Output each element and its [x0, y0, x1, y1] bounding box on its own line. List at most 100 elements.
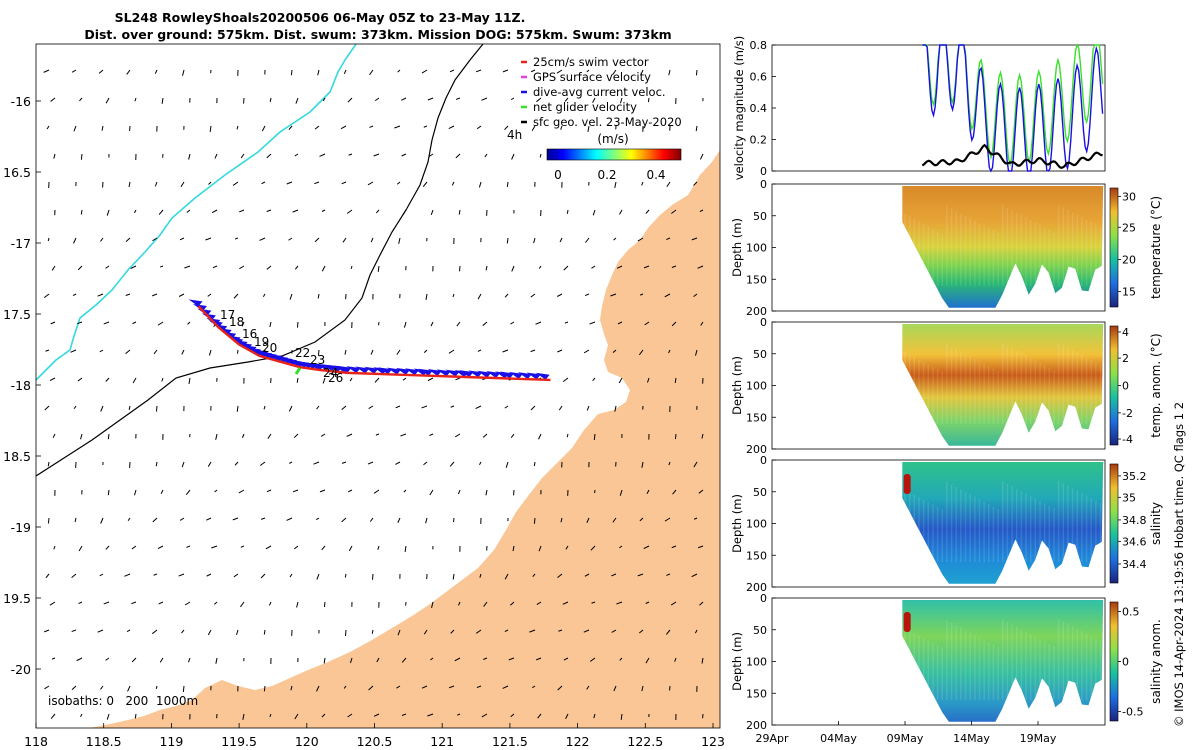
- surface-vector: [645, 657, 650, 664]
- surface-vector: [240, 153, 245, 159]
- surface-vector: [153, 349, 158, 355]
- surface-vector: [296, 321, 299, 328]
- map-x-axis: 118 118.5 119 119.5 120 120.5 121 121.5 122 122.5…: [24, 723, 725, 749]
- surface-vector: [263, 405, 266, 410]
- surface-vector: [640, 69, 644, 75]
- surface-vector: [643, 545, 650, 550]
- surface-vector: [530, 69, 536, 73]
- surface-vector: [672, 489, 677, 495]
- surface-vector: [368, 405, 374, 409]
- surface-vector: [105, 545, 110, 550]
- surface-vector: [423, 629, 428, 635]
- surface-vector: [394, 125, 401, 129]
- surface-vector: [316, 573, 320, 580]
- surface-vector: [666, 181, 671, 188]
- surface-vector: [456, 321, 461, 327]
- surface-vector: [537, 713, 542, 719]
- land-area: [90, 150, 720, 728]
- surface-vector: [450, 405, 455, 408]
- surface-vector: [80, 713, 83, 718]
- surface-vector: [531, 125, 536, 132]
- surface-vector: [73, 237, 77, 244]
- surface-vector: [701, 433, 704, 439]
- surface-vector: [47, 461, 50, 467]
- surface-vector: [510, 601, 515, 606]
- surface-vector: [319, 153, 326, 157]
- day-label: 26: [328, 371, 343, 385]
- surface-vector: [47, 237, 50, 242]
- velocity-y-tick-label: 0.6: [750, 71, 768, 84]
- surface-vector: [241, 321, 245, 327]
- credit-text: © IMOS 14-Apr-2024 13:19:56 Hobart time.…: [1172, 402, 1186, 727]
- surface-vector: [209, 125, 212, 133]
- surface-vector: [236, 125, 239, 130]
- map-y-tick-label: 16.5: [3, 165, 31, 180]
- surface-vector: [49, 601, 56, 606]
- surface-vector: [100, 405, 104, 412]
- colorbar-tick-2: 0.4: [646, 168, 665, 182]
- map-x-tick-label: 121.5: [492, 734, 528, 749]
- map-y-tick-label: 18.5: [3, 449, 31, 464]
- depth-tick-label: 200: [746, 305, 767, 318]
- current-vector: [459, 370, 474, 378]
- surface-vector: [373, 489, 380, 494]
- surface-vector: [564, 97, 569, 102]
- surface-vector: [288, 125, 293, 130]
- surface-vector: [530, 349, 536, 353]
- surface-vector: [43, 293, 50, 299]
- surface-vector: [557, 685, 563, 691]
- map-y-tick-label: -20: [11, 662, 31, 677]
- surface-vector: [151, 629, 158, 635]
- surface-vector: [536, 601, 542, 605]
- surface-vector: [585, 237, 590, 243]
- surface-vector: [586, 517, 590, 524]
- surface-vector: [484, 153, 488, 158]
- surface-vector: [263, 629, 266, 635]
- surface-vector: [641, 181, 644, 186]
- surface-vector: [77, 265, 83, 271]
- surface-vector: [638, 349, 644, 356]
- surface-vector: [428, 153, 434, 158]
- surface-vector: [368, 685, 374, 691]
- surface-vector: [77, 321, 83, 325]
- surface-vector: [294, 713, 299, 720]
- surface-vector: [157, 321, 164, 326]
- surface-vector: [510, 321, 515, 325]
- surface-vector: [182, 685, 185, 692]
- surface-vector: [373, 153, 380, 157]
- surface-vector: [482, 433, 488, 438]
- surface-vector: [620, 713, 623, 720]
- colorbar-tick-label: 15: [1122, 286, 1136, 299]
- surface-vector: [78, 601, 83, 605]
- day-label: 17: [220, 308, 235, 322]
- surface-vector: [296, 377, 299, 383]
- surface-vector: [427, 377, 434, 382]
- surface-vector: [206, 517, 212, 521]
- surface-vector: [320, 433, 326, 437]
- surface-vector: [511, 265, 515, 272]
- surface-vector: [346, 209, 353, 214]
- surface-vector: [502, 685, 509, 689]
- surface-vector: [695, 349, 698, 356]
- isobath-1000m: [36, 44, 357, 381]
- surface-vector: [369, 125, 374, 128]
- surface-vector: [404, 545, 407, 552]
- surface-vector: [557, 573, 563, 578]
- surface-vector: [401, 657, 407, 663]
- surface-vector: [268, 601, 272, 606]
- surface-vector: [452, 573, 455, 580]
- surface-vector: [618, 377, 623, 384]
- surface-vector: [77, 377, 83, 382]
- surface-vector: [481, 97, 488, 101]
- surface-vector: [186, 545, 191, 548]
- depth-tick-label: 100: [746, 380, 767, 393]
- surface-vector: [234, 237, 239, 240]
- surface-vector: [586, 405, 590, 411]
- surface-vector: [483, 657, 488, 660]
- surface-vector: [234, 461, 239, 466]
- map-x-tick-label: 122: [566, 734, 590, 749]
- surface-vector: [536, 657, 542, 661]
- depth-tick-label: 150: [746, 411, 767, 424]
- depth-tick-label: 150: [746, 273, 767, 286]
- surface-vector: [638, 629, 644, 634]
